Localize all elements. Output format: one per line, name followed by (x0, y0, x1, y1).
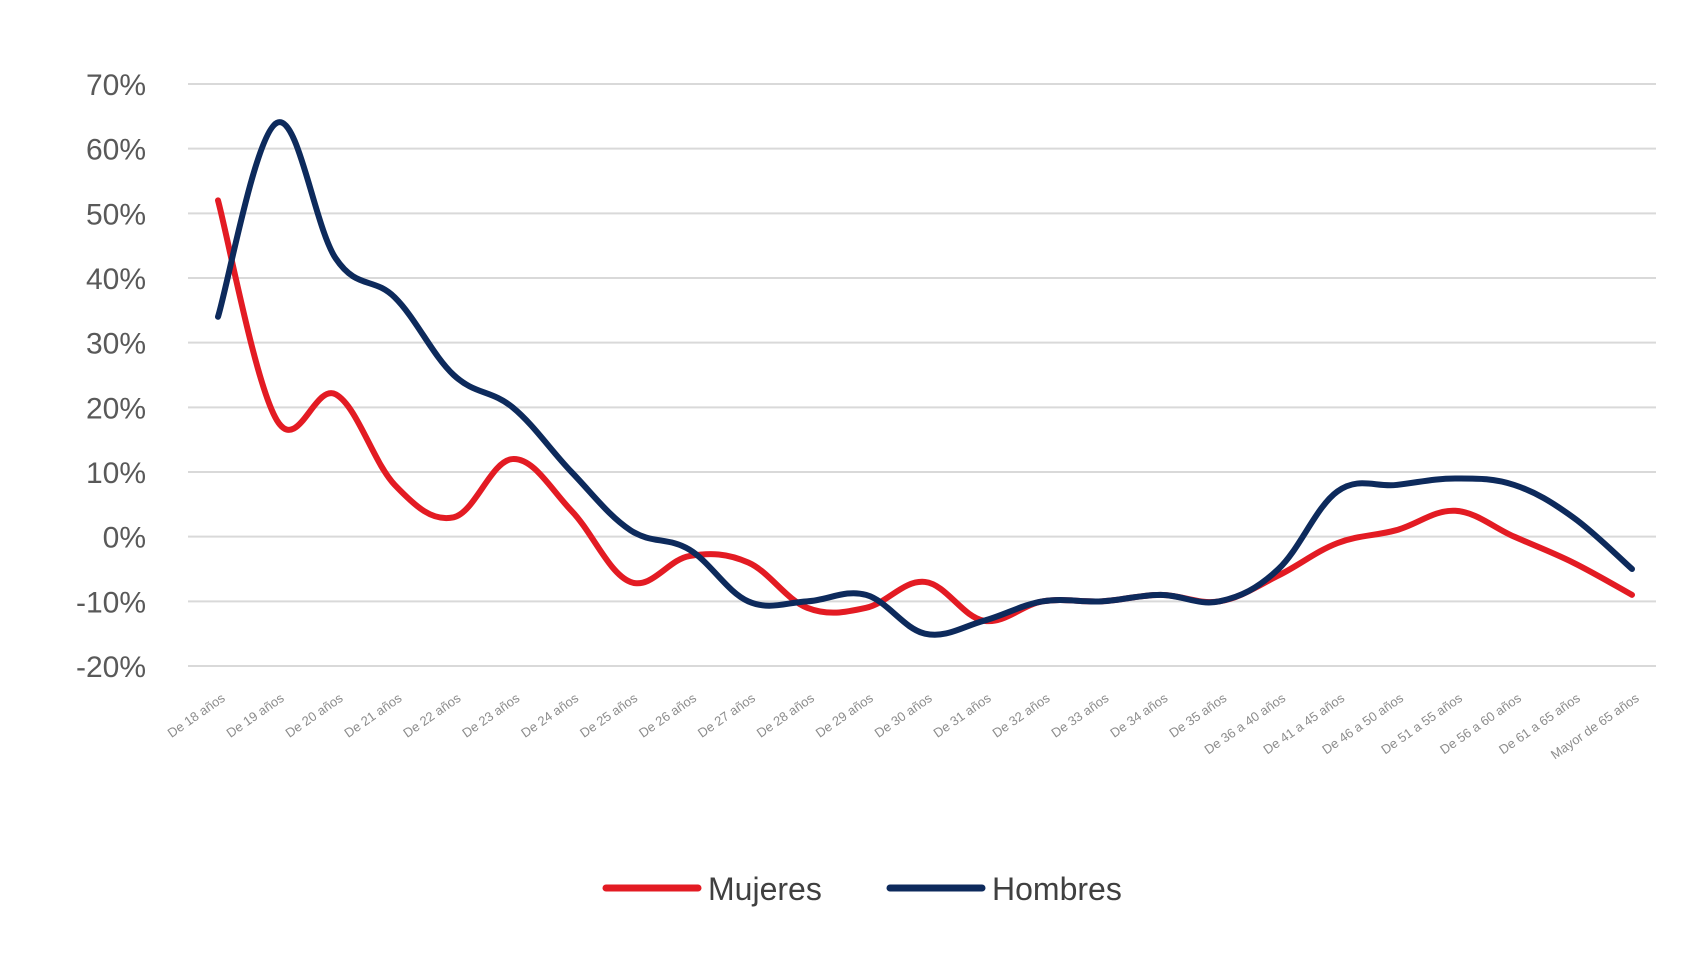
y-tick-label: 10% (86, 457, 146, 490)
y-tick-label: 0% (103, 522, 146, 555)
x-tick-label: De 28 años (754, 690, 817, 741)
x-tick-label: De 27 años (695, 690, 758, 741)
x-tick-label: De 25 años (577, 690, 640, 741)
x-tick-label: De 23 años (459, 690, 522, 741)
series-lines (215, 119, 1635, 638)
x-tick-label: De 19 años (224, 690, 287, 741)
legend: Mujeres Hombres (602, 871, 1122, 907)
x-tick-label: De 21 años (341, 690, 404, 741)
x-tick-label: De 29 años (813, 690, 876, 741)
x-tick-label: De 34 años (1107, 690, 1170, 741)
y-tick-label: 60% (86, 134, 146, 167)
x-tick-label: De 18 años (165, 690, 228, 741)
x-tick-label: De 33 años (1048, 690, 1111, 741)
y-tick-label: -20% (76, 651, 146, 684)
x-tick-label: De 22 años (400, 690, 463, 741)
legend-label-mujeres: Mujeres (708, 871, 822, 907)
x-tick-label: De 26 años (636, 690, 699, 741)
x-tick-label: De 24 años (518, 690, 581, 741)
gridlines (188, 83, 1656, 667)
y-tick-label: 40% (86, 263, 146, 296)
x-tick-label: De 30 años (872, 690, 935, 741)
y-axis-ticks: 70% 60% 50% 40% 30% 20% 10% 0% -10% -20% (76, 69, 146, 684)
y-tick-label: 20% (86, 392, 146, 425)
y-tick-label: -10% (76, 586, 146, 619)
y-tick-label: 30% (86, 328, 146, 361)
y-tick-label: 70% (86, 69, 146, 102)
series-line-mujeres (215, 197, 1635, 625)
x-tick-label: De 20 años (282, 690, 345, 741)
x-tick-label: De 32 años (989, 690, 1052, 741)
series-line-hombres (215, 119, 1635, 638)
legend-label-hombres: Hombres (992, 871, 1122, 907)
x-tick-label: De 31 años (931, 690, 994, 741)
y-tick-label: 50% (86, 198, 146, 231)
